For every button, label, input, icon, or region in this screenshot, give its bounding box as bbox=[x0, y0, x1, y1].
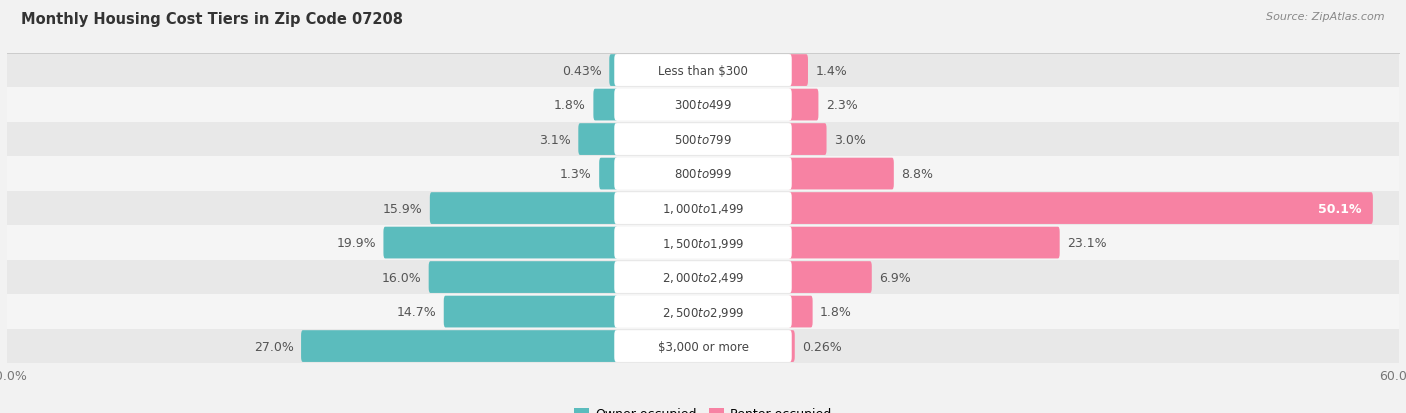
Text: 50.1%: 50.1% bbox=[1319, 202, 1362, 215]
FancyBboxPatch shape bbox=[789, 193, 1372, 224]
FancyBboxPatch shape bbox=[609, 55, 617, 87]
Text: 0.43%: 0.43% bbox=[562, 64, 602, 77]
FancyBboxPatch shape bbox=[614, 193, 792, 224]
Text: 14.7%: 14.7% bbox=[396, 305, 436, 318]
Bar bbox=[7, 123, 1399, 157]
Text: $500 to $799: $500 to $799 bbox=[673, 133, 733, 146]
Text: $3,000 or more: $3,000 or more bbox=[658, 340, 748, 353]
FancyBboxPatch shape bbox=[789, 55, 808, 87]
Text: 1.8%: 1.8% bbox=[554, 99, 586, 112]
FancyBboxPatch shape bbox=[614, 261, 792, 293]
Text: 1.3%: 1.3% bbox=[560, 168, 592, 180]
FancyBboxPatch shape bbox=[789, 261, 872, 293]
FancyBboxPatch shape bbox=[614, 296, 792, 328]
FancyBboxPatch shape bbox=[301, 330, 617, 362]
Legend: Owner-occupied, Renter-occupied: Owner-occupied, Renter-occupied bbox=[568, 402, 838, 413]
FancyBboxPatch shape bbox=[614, 124, 792, 156]
Text: Monthly Housing Cost Tiers in Zip Code 07208: Monthly Housing Cost Tiers in Zip Code 0… bbox=[21, 12, 404, 27]
FancyBboxPatch shape bbox=[384, 227, 617, 259]
FancyBboxPatch shape bbox=[789, 227, 1060, 259]
Text: Source: ZipAtlas.com: Source: ZipAtlas.com bbox=[1267, 12, 1385, 22]
FancyBboxPatch shape bbox=[614, 330, 792, 362]
Text: 6.9%: 6.9% bbox=[879, 271, 911, 284]
Bar bbox=[7, 329, 1399, 363]
Text: 23.1%: 23.1% bbox=[1067, 237, 1107, 249]
Text: 3.0%: 3.0% bbox=[834, 133, 866, 146]
Text: $2,500 to $2,999: $2,500 to $2,999 bbox=[662, 305, 744, 319]
FancyBboxPatch shape bbox=[789, 90, 818, 121]
Text: $2,000 to $2,499: $2,000 to $2,499 bbox=[662, 271, 744, 285]
FancyBboxPatch shape bbox=[789, 158, 894, 190]
Text: 1.8%: 1.8% bbox=[820, 305, 852, 318]
Text: $800 to $999: $800 to $999 bbox=[673, 168, 733, 180]
Text: 16.0%: 16.0% bbox=[381, 271, 422, 284]
Bar bbox=[7, 88, 1399, 123]
Text: $1,000 to $1,499: $1,000 to $1,499 bbox=[662, 202, 744, 216]
Bar bbox=[7, 260, 1399, 294]
Text: 27.0%: 27.0% bbox=[253, 340, 294, 353]
Bar bbox=[7, 226, 1399, 260]
Text: 19.9%: 19.9% bbox=[336, 237, 375, 249]
FancyBboxPatch shape bbox=[614, 158, 792, 190]
Text: Less than $300: Less than $300 bbox=[658, 64, 748, 77]
FancyBboxPatch shape bbox=[789, 296, 813, 328]
Text: 0.26%: 0.26% bbox=[803, 340, 842, 353]
FancyBboxPatch shape bbox=[599, 158, 617, 190]
Bar bbox=[7, 157, 1399, 191]
Text: 8.8%: 8.8% bbox=[901, 168, 934, 180]
FancyBboxPatch shape bbox=[430, 193, 617, 224]
FancyBboxPatch shape bbox=[578, 124, 617, 156]
FancyBboxPatch shape bbox=[429, 261, 617, 293]
Text: 3.1%: 3.1% bbox=[538, 133, 571, 146]
FancyBboxPatch shape bbox=[444, 296, 617, 328]
Text: $300 to $499: $300 to $499 bbox=[673, 99, 733, 112]
FancyBboxPatch shape bbox=[614, 55, 792, 87]
Text: 2.3%: 2.3% bbox=[825, 99, 858, 112]
Bar bbox=[7, 191, 1399, 226]
Text: 15.9%: 15.9% bbox=[382, 202, 422, 215]
FancyBboxPatch shape bbox=[789, 330, 794, 362]
Bar bbox=[7, 294, 1399, 329]
FancyBboxPatch shape bbox=[593, 90, 617, 121]
Bar bbox=[7, 54, 1399, 88]
FancyBboxPatch shape bbox=[789, 124, 827, 156]
FancyBboxPatch shape bbox=[614, 90, 792, 121]
FancyBboxPatch shape bbox=[614, 227, 792, 259]
Text: 1.4%: 1.4% bbox=[815, 64, 848, 77]
Text: $1,500 to $1,999: $1,500 to $1,999 bbox=[662, 236, 744, 250]
